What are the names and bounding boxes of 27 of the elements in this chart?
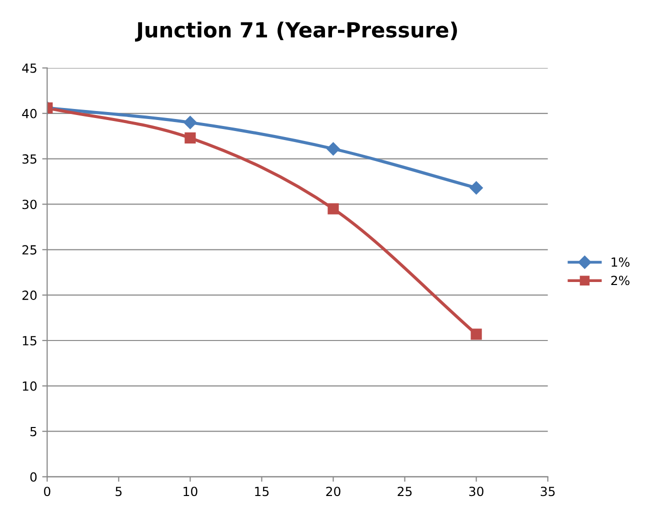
legend-label: 1% [612, 257, 630, 267]
point [184, 132, 196, 144]
x-tick-label: 20 [326, 486, 340, 496]
y-tick-label: 10 [22, 381, 37, 391]
x-tick-label: 0 [44, 486, 50, 496]
y-tick-label: 25 [22, 245, 36, 255]
chart-title: Junction 71 (Year-Pressure) [135, 22, 457, 42]
point [470, 328, 482, 340]
point [328, 203, 339, 214]
x-tick-label: 10 [184, 486, 198, 496]
x-tick-label: 5 [116, 486, 122, 496]
y-tick-label: 5 [30, 426, 36, 436]
y-tick-label: 40 [22, 108, 37, 118]
point [326, 142, 340, 156]
point [470, 181, 483, 194]
point [184, 116, 197, 130]
x-tick-label: 25 [398, 486, 412, 496]
legend-label: 2% [611, 276, 630, 286]
y-tick-label: 35 [22, 154, 36, 164]
x-tick-label: 30 [469, 486, 484, 496]
x-tick-label: 15 [255, 486, 269, 496]
x-tick-label: 35 [540, 486, 555, 496]
y-tick-label: 15 [22, 336, 36, 346]
y-tick-label: 45 [22, 64, 36, 73]
y-tick-label: 30 [22, 200, 37, 210]
y-tick-label: 0 [30, 472, 37, 482]
y-tick-label: 20 [22, 290, 37, 300]
